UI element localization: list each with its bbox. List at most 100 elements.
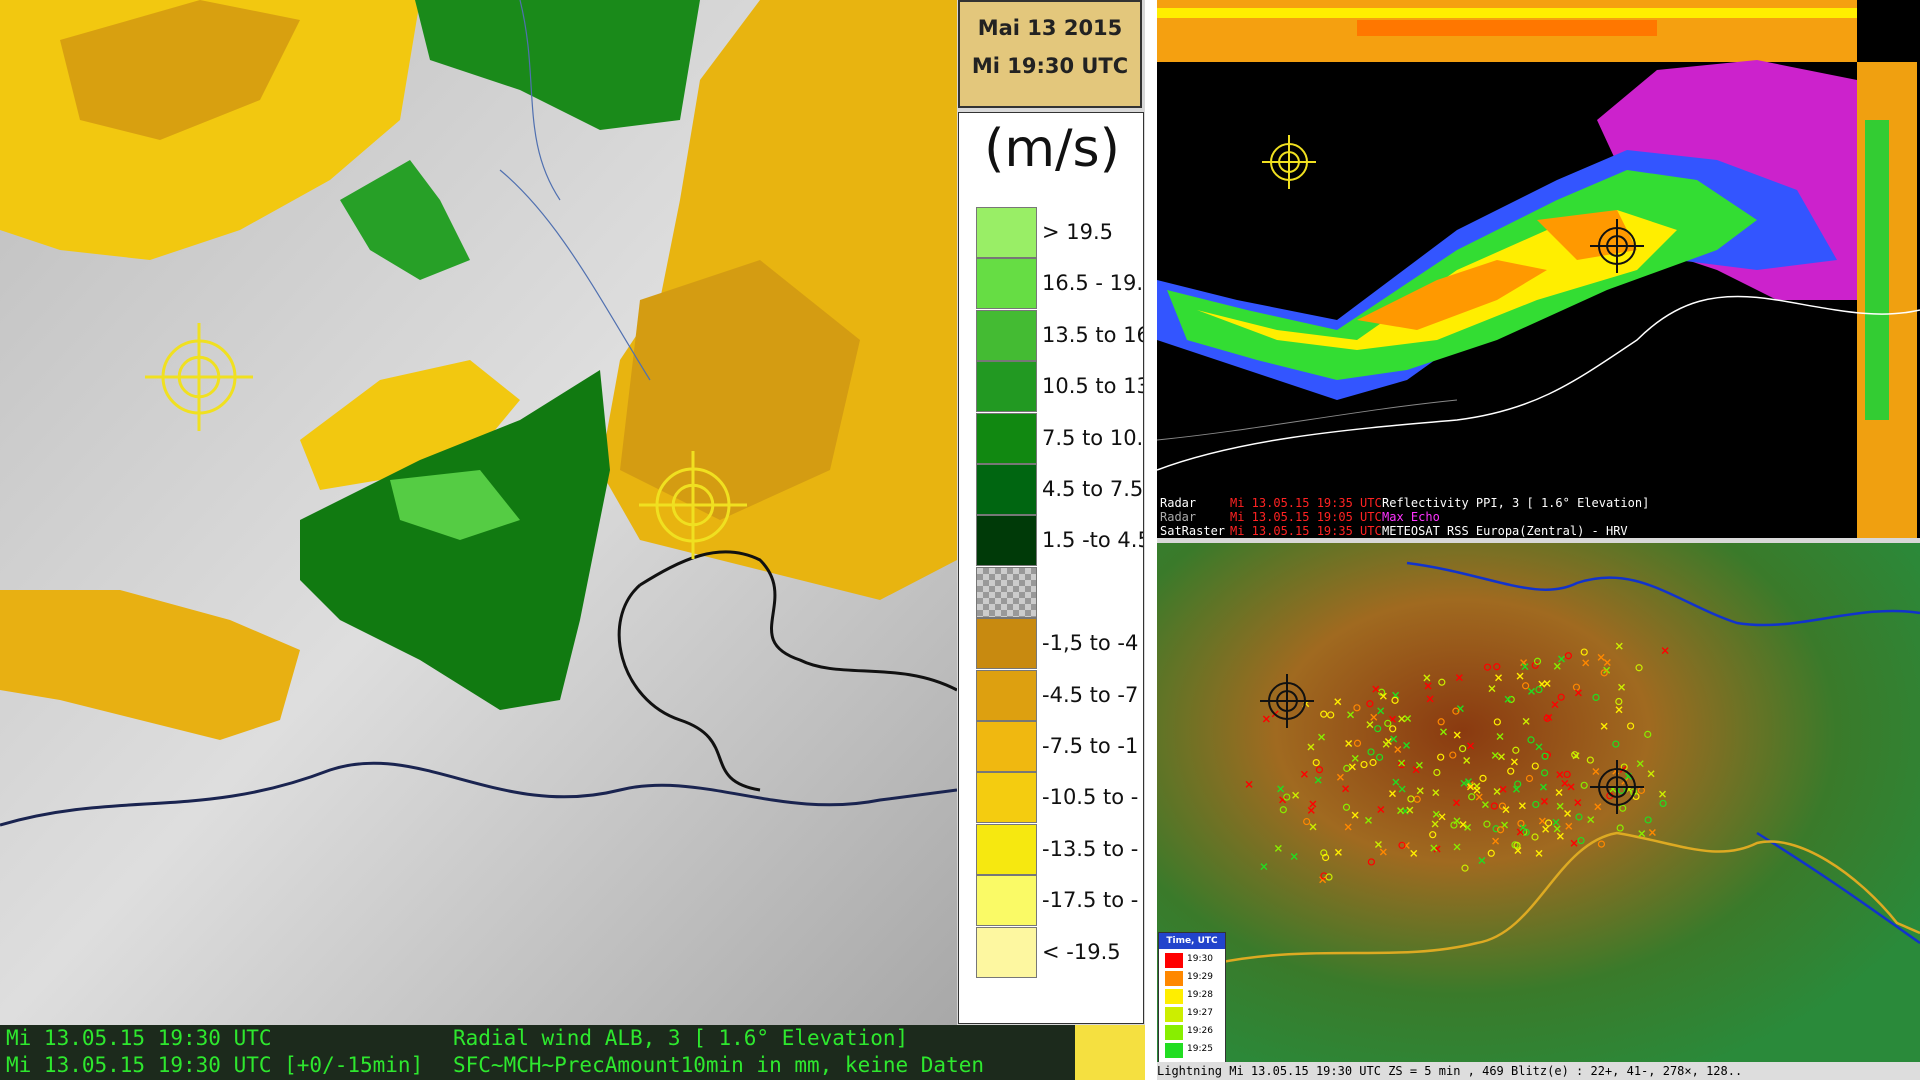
strike: [1345, 739, 1353, 747]
border: [617, 550, 957, 792]
strike: [1615, 706, 1623, 714]
info-product: Reflectivity PPI, 3 [ 1.6° Elevation]: [1382, 496, 1650, 510]
legend-label: -7.5 to -1: [1042, 734, 1139, 758]
strike: [1551, 701, 1559, 709]
strike: [1619, 804, 1627, 812]
strike: [1438, 678, 1446, 686]
strike: [1587, 816, 1595, 824]
info-product: METEOSAT RSS Europa(Zentral) - HRV: [1382, 524, 1628, 538]
strike: [1527, 736, 1535, 744]
strike: [1493, 718, 1501, 726]
lightning-footer: Lightning Mi 13.05.15 19:30 UTC ZS = 5 m…: [1157, 1062, 1920, 1080]
legend-swatch: [976, 258, 1037, 310]
strike: [1612, 740, 1620, 748]
strike: [1453, 799, 1460, 807]
legend-label: -10.5 to -: [1042, 785, 1139, 810]
strike: [1543, 679, 1551, 687]
legend-swatch: [976, 772, 1037, 824]
crosshair: [145, 323, 253, 431]
strike: [1274, 844, 1282, 852]
time-label: 19:29: [1187, 972, 1213, 982]
legend-swatch: [976, 823, 1037, 875]
strike: [1521, 663, 1529, 671]
strike: [1535, 685, 1543, 694]
strike: [1423, 674, 1431, 682]
strike: [1473, 786, 1481, 794]
strike: [1496, 826, 1505, 834]
strike: [1320, 849, 1328, 857]
strike: [1531, 833, 1539, 841]
strike: [1553, 662, 1561, 670]
strike: [1403, 741, 1411, 749]
info-source: SatRaster: [1160, 524, 1226, 538]
strike: [1351, 754, 1359, 762]
strike: [1600, 669, 1608, 677]
strike: [1416, 787, 1424, 795]
strike: [1513, 841, 1521, 849]
terrain: [1157, 543, 1920, 1080]
crosshair: [1260, 674, 1314, 728]
strike: [1303, 817, 1311, 826]
strike: [1334, 848, 1342, 856]
info-time: Mi 13.05.15 19:05 UTC: [1230, 510, 1382, 524]
strike: [1564, 810, 1572, 818]
reflectivity-panel: [1157, 0, 1920, 538]
legend-label: 4.5 to 7.5: [1042, 477, 1144, 501]
strike: [1597, 840, 1606, 848]
strike: [1325, 873, 1333, 881]
strike: [1493, 663, 1501, 671]
crosshair: [1590, 219, 1644, 273]
strike: [1461, 864, 1469, 872]
strike: [1397, 807, 1405, 815]
strike: [1379, 692, 1387, 700]
crosshair: [639, 451, 747, 559]
info-product: Max Echo: [1382, 510, 1440, 524]
strike: [1635, 664, 1643, 672]
strike: [1283, 793, 1291, 801]
legend-swatch: [976, 515, 1037, 567]
echo: [1357, 260, 1547, 330]
strike: [1497, 753, 1505, 761]
strike: [1353, 739, 1362, 747]
strike: [1397, 761, 1406, 769]
strike: [1392, 778, 1400, 786]
strike: [1638, 830, 1646, 838]
strike: [1586, 756, 1594, 764]
strike: [1479, 774, 1487, 782]
legend-label: > 19.5: [1042, 220, 1114, 244]
strike: [1481, 801, 1489, 809]
strike: [1580, 648, 1588, 656]
time-swatch: [1165, 1043, 1183, 1058]
strike: [1437, 753, 1445, 761]
strike: [1406, 806, 1414, 814]
strike: [1557, 655, 1565, 663]
strike: [1636, 760, 1644, 768]
strike: [1466, 783, 1474, 791]
strike: [1512, 785, 1520, 793]
strike: [1570, 839, 1578, 847]
strike: [1543, 714, 1551, 722]
time-swatch: [1165, 971, 1183, 986]
strike: [1260, 863, 1268, 871]
strike: [1463, 756, 1471, 764]
strike: [1615, 697, 1623, 706]
strike: [1468, 793, 1476, 801]
strike: [1464, 778, 1472, 786]
strike: [1580, 781, 1588, 789]
strike: [1492, 837, 1500, 845]
strike: [1661, 647, 1669, 655]
time-label: 19:30: [1187, 954, 1213, 964]
strike: [1491, 751, 1499, 759]
time-label: 19:25: [1187, 1044, 1213, 1054]
strike: [1398, 715, 1406, 723]
strike: [1467, 742, 1475, 750]
strike: [1377, 805, 1385, 813]
strike: [1453, 817, 1461, 825]
strike: [1353, 704, 1361, 712]
legend-label: 13.5 to 16: [1042, 322, 1144, 347]
info-source: Radar: [1160, 496, 1197, 510]
strike: [1453, 843, 1461, 851]
strike: [1415, 761, 1423, 769]
cross-section: [1357, 20, 1657, 36]
